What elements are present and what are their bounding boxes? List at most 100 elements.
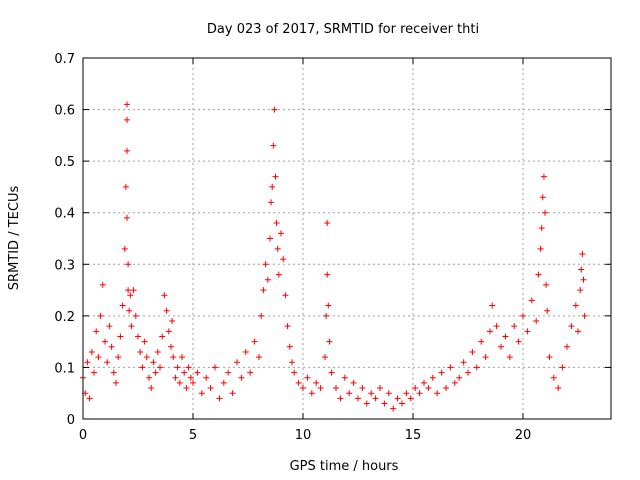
data-point [258,312,265,319]
data-point [88,348,95,355]
data-point [269,183,276,190]
data-point [482,354,489,361]
data-point [267,235,273,242]
data-point [325,302,332,309]
data-point [550,374,557,381]
plot-frame [82,57,612,420]
data-point [493,323,500,330]
data-point [511,323,518,330]
data-point [130,287,137,294]
data-point [434,390,441,397]
data-point [150,359,157,366]
data-point [132,312,139,319]
data-point [341,374,348,381]
data-point [326,338,333,345]
data-point [355,395,361,402]
data-point [137,348,144,355]
data-point [190,379,196,386]
data-point [578,266,585,273]
y-tick-label: 0 [67,413,75,428]
data-point [469,348,476,355]
data-point [124,214,130,221]
data-point [154,348,161,355]
data-point [229,390,236,397]
data-point [416,390,423,397]
data-point [284,323,291,330]
data-point [163,307,170,314]
data-point [403,390,410,397]
data-point [381,400,388,407]
data-point [262,261,269,268]
data-point [456,374,463,381]
data-point [268,199,275,206]
data-point [84,359,91,366]
data-point [272,173,279,180]
data-point [264,276,271,283]
data-point [322,354,328,361]
data-point [515,338,522,345]
data-point [256,354,262,361]
data-point [124,101,130,108]
data-point [429,374,436,381]
data-point [238,374,245,381]
data-point [291,369,298,376]
data-point [212,364,218,371]
data-point [377,385,383,392]
grid-layer [83,58,611,419]
data-point [280,256,287,263]
data-point [544,307,551,314]
data-point [300,385,306,392]
data-point [399,400,405,407]
data-point [421,379,427,386]
data-point [146,374,152,381]
data-point [121,245,128,252]
data-point [520,312,526,319]
y-tick-label: 0.5 [54,155,75,170]
data-point [324,220,331,227]
data-point [304,374,311,381]
data-point [260,287,267,294]
data-point [274,245,281,252]
data-point [286,343,293,350]
data-point [535,271,542,278]
data-point [95,354,102,361]
data-point [368,390,375,397]
data-point [127,292,134,299]
data-point [143,354,150,361]
data-point [152,369,159,376]
data-point [425,385,432,392]
data-point [465,369,471,376]
data-point [194,369,201,376]
data-point [350,379,357,386]
data-point [124,147,130,154]
y-tick-label: 0.7 [54,52,75,67]
data-point [346,390,353,397]
data-point [282,292,289,299]
data-point [324,271,331,278]
data-point [372,395,379,402]
x-axis-label: GPS time / hours [290,459,399,474]
data-point [407,395,414,402]
data-point [478,338,485,345]
data-point [542,209,548,216]
data-point [460,359,467,366]
data-point [333,385,339,392]
x-tick-label: 5 [189,428,197,443]
y-tick-label: 0.2 [54,310,75,325]
data-point [289,359,295,366]
data-point [328,369,335,376]
data-point [394,395,401,402]
data-point [148,385,155,392]
data-point [99,281,106,288]
data-point [337,395,344,402]
data-point [165,328,172,335]
data-point [172,374,179,381]
data-point [247,369,254,376]
data-point [473,364,480,371]
data-point [93,328,100,335]
data-point [203,374,210,381]
data-point [443,385,449,392]
data-point [575,328,581,335]
data-point [119,302,126,309]
